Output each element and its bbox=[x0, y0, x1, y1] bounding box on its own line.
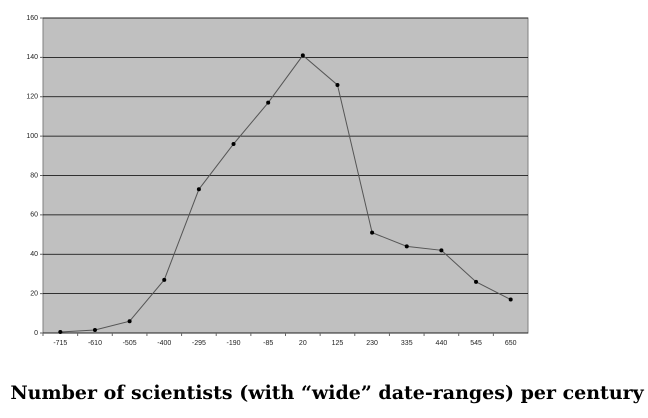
y-tick-label: 160 bbox=[26, 15, 38, 22]
x-tick-label: 20 bbox=[299, 340, 307, 347]
x-tick-label: 650 bbox=[505, 340, 517, 347]
y-tick-label: 100 bbox=[26, 133, 38, 140]
x-tick-label: -505 bbox=[123, 340, 137, 347]
marker bbox=[404, 244, 409, 249]
x-tick-label: -190 bbox=[227, 340, 241, 347]
x-tick-label: 335 bbox=[401, 340, 413, 347]
x-tick-label: -85 bbox=[263, 340, 273, 347]
x-tick-label: -610 bbox=[88, 340, 102, 347]
marker bbox=[370, 230, 375, 235]
marker bbox=[335, 82, 340, 87]
marker bbox=[127, 319, 132, 324]
marker bbox=[508, 297, 513, 302]
marker bbox=[92, 328, 97, 333]
x-tick-label: -295 bbox=[192, 340, 206, 347]
x-tick-label: 125 bbox=[332, 340, 344, 347]
x-tick-label: 440 bbox=[436, 340, 448, 347]
y-tick-label: 120 bbox=[26, 94, 38, 101]
marker bbox=[231, 142, 236, 146]
y-tick-label: 20 bbox=[30, 290, 38, 297]
x-tick-label: 230 bbox=[366, 340, 378, 347]
marker bbox=[266, 100, 271, 105]
y-tick-label: 0 bbox=[34, 330, 38, 337]
marker bbox=[300, 53, 305, 58]
y-tick-label: 40 bbox=[30, 251, 38, 258]
y-tick-label: 140 bbox=[26, 54, 38, 61]
line bbox=[60, 54, 511, 333]
y-tick-label: 60 bbox=[30, 212, 38, 219]
x-tick-label: 545 bbox=[470, 340, 482, 347]
marker bbox=[439, 248, 444, 253]
marker bbox=[58, 330, 63, 335]
x-tick-label: -715 bbox=[53, 340, 67, 347]
marker bbox=[162, 277, 167, 282]
y-tick-label: 80 bbox=[30, 172, 38, 179]
marker bbox=[196, 187, 201, 192]
chart-title: Number of scientists (with “wide” date-r… bbox=[10, 382, 644, 404]
x-tick-label: -400 bbox=[157, 340, 171, 347]
marker bbox=[474, 279, 479, 284]
